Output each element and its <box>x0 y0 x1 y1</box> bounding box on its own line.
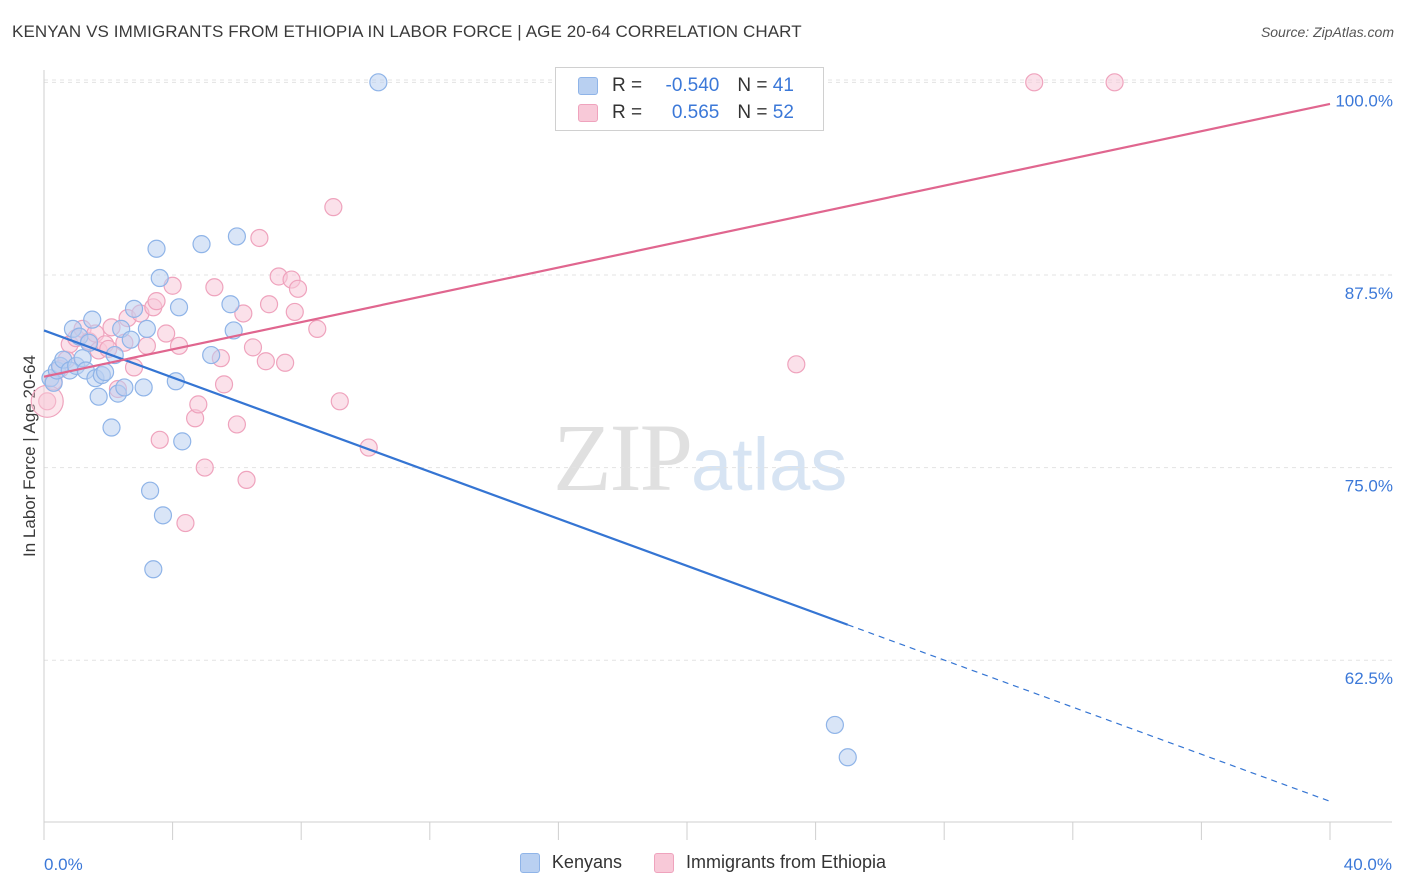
y-tick-label: 75.0% <box>1345 477 1393 496</box>
x-tick-label-max: 40.0% <box>1344 855 1392 874</box>
kenyan-point <box>134 378 153 397</box>
kenyan-point <box>173 432 192 451</box>
ethiopia-point <box>1105 73 1124 92</box>
source-label: Source: ZipAtlas.com <box>1260 24 1394 40</box>
watermark: ZIPatlas <box>553 402 847 513</box>
y-tick-label: 87.5% <box>1345 284 1393 303</box>
ethiopia-point <box>147 292 166 311</box>
trend-line-kenyans-extrapolated <box>847 624 1331 802</box>
kenyan-point <box>202 345 221 365</box>
kenyan-point <box>102 418 121 437</box>
legend-r-label: R = <box>612 102 648 123</box>
legend-r-value-ethiopia: 0.565 <box>671 102 720 123</box>
grid-lines <box>44 79 1392 661</box>
legend-marker-ethiopia <box>653 852 674 873</box>
series-kenyans-points <box>41 73 857 767</box>
ethiopia-point <box>237 470 256 490</box>
kenyan-point <box>150 268 169 288</box>
ethiopia-point <box>276 353 295 372</box>
kenyan-point <box>825 715 844 735</box>
kenyan-point <box>147 239 166 258</box>
kenyan-point <box>144 560 163 579</box>
chart-title: KENYAN VS IMMIGRANTS FROM ETHIOPIA IN LA… <box>12 22 802 41</box>
kenyan-point <box>369 73 388 92</box>
legend-row-ethiopia: R = 0.565 N = 52 <box>578 100 794 126</box>
legend-n-label: N = <box>737 75 773 96</box>
ethiopia-point <box>205 278 224 297</box>
kenyan-point <box>83 310 102 329</box>
legend-swatch-ethiopia <box>578 104 598 122</box>
kenyan-point <box>121 330 140 349</box>
kenyan-point <box>221 295 240 314</box>
watermark-atlas: atlas <box>691 423 848 506</box>
kenyan-point <box>140 481 160 500</box>
ethiopia-point <box>195 458 214 477</box>
x-tick-label-min: 0.0% <box>44 855 83 874</box>
legend-n-value-ethiopia: 52 <box>772 102 794 123</box>
series-ethiopia-points <box>30 73 1124 533</box>
series-legend: Kenyans Immigrants from Ethiopia <box>0 852 1406 873</box>
ethiopia-point <box>330 392 349 411</box>
ethiopia-point <box>38 392 57 411</box>
legend-item-kenyans[interactable]: Kenyans <box>519 852 622 873</box>
kenyan-point <box>105 345 124 365</box>
legend-marker-kenyans <box>519 852 540 873</box>
ethiopia-point <box>157 324 176 343</box>
axes <box>43 70 1392 840</box>
legend-r-value-kenyans: -0.540 <box>665 75 720 96</box>
legend-n-label: N = <box>737 102 773 123</box>
ethiopia-point <box>137 336 156 355</box>
ethiopia-point <box>250 228 269 248</box>
legend-item-ethiopia[interactable]: Immigrants from Ethiopia <box>653 852 887 873</box>
legend-swatch-kenyans <box>578 77 598 95</box>
ethiopia-point <box>189 395 208 414</box>
trend-lines <box>43 102 1331 802</box>
kenyan-point <box>153 506 173 525</box>
trend-line-kenyans <box>43 329 849 626</box>
ethiopia-point <box>150 430 169 449</box>
trend-line-ethiopia <box>43 102 1331 378</box>
ethiopia-point <box>243 338 263 357</box>
legend-label-kenyans: Kenyans <box>551 852 622 872</box>
kenyan-point <box>227 227 246 246</box>
ethiopia-point <box>256 352 275 371</box>
kenyan-point <box>838 748 857 767</box>
ethiopia-point <box>787 355 806 374</box>
kenyan-point <box>192 235 211 254</box>
ethiopia-point <box>285 302 304 322</box>
y-tick-label: 100.0% <box>1335 91 1393 110</box>
ethiopia-point <box>227 415 246 434</box>
correlation-legend: R = -0.540 N = 41 R = 0.565 N = 52 <box>555 67 824 131</box>
kenyan-point <box>89 387 108 406</box>
tick-labels: 62.5% 75.0% 87.5% 100.0% 0.0% 40.0% <box>44 91 1393 874</box>
kenyan-point <box>169 298 189 317</box>
ethiopia-point <box>308 319 327 338</box>
legend-r-label: R = <box>612 75 648 96</box>
ethiopia-point <box>234 304 253 323</box>
legend-row-kenyans: R = -0.540 N = 41 <box>578 73 794 99</box>
legend-n-value-kenyans: 41 <box>772 75 794 96</box>
ethiopia-point <box>288 279 308 298</box>
y-tick-label: 62.5% <box>1345 669 1393 688</box>
ethiopia-point <box>214 375 234 394</box>
kenyan-point <box>124 299 144 318</box>
watermark-zip: ZIP <box>553 404 693 511</box>
ethiopia-point <box>259 295 279 314</box>
legend-label-ethiopia: Immigrants from Ethiopia <box>685 852 887 872</box>
ethiopia-point <box>1025 73 1044 92</box>
kenyan-point <box>115 378 134 397</box>
ethiopia-point <box>324 198 343 217</box>
kenyan-point <box>137 319 156 338</box>
ethiopia-point <box>176 513 195 533</box>
